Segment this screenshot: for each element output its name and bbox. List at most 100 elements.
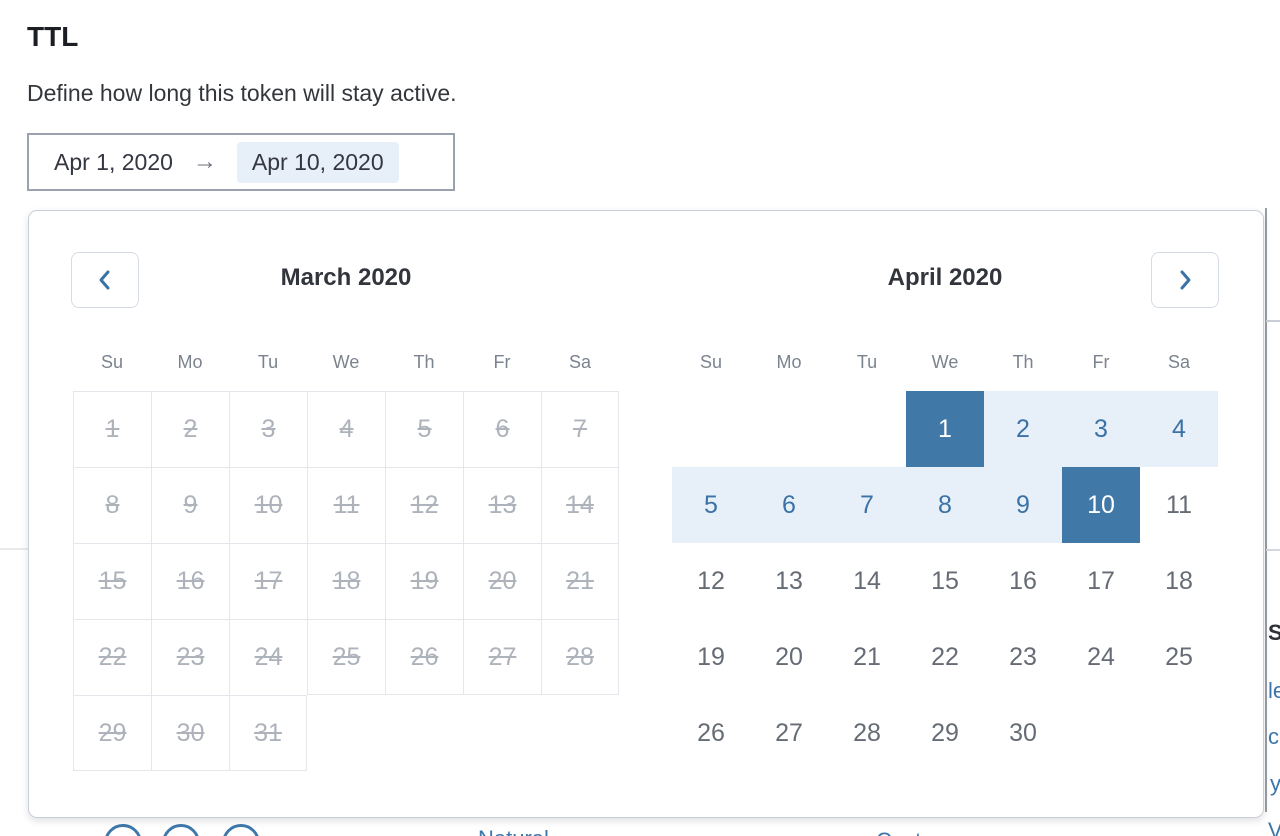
day-cell[interactable]: 12 xyxy=(697,566,725,595)
circle-button[interactable] xyxy=(162,824,200,836)
prev-month-button[interactable] xyxy=(71,252,139,308)
day-cell[interactable]: 3 xyxy=(1062,391,1140,467)
page-title: TTL xyxy=(27,21,79,52)
day-cell: 31 xyxy=(229,695,307,771)
month-title: March 2020 xyxy=(280,264,412,291)
day-cell[interactable]: 29 xyxy=(931,718,959,747)
day-cell: 4 xyxy=(307,391,385,467)
day-cell[interactable]: 19 xyxy=(697,642,725,671)
day-cell: 9 xyxy=(151,467,229,543)
empty-cell xyxy=(828,391,906,467)
weekday-label: Sa xyxy=(1167,352,1191,372)
day-cell: 15 xyxy=(73,543,151,619)
day-cell[interactable]: 7 xyxy=(828,467,906,543)
weekday-label: Tu xyxy=(856,352,878,372)
day-cell[interactable]: 25 xyxy=(1165,642,1193,671)
day-cell[interactable]: 1 xyxy=(906,391,984,467)
background-divider xyxy=(1266,549,1280,551)
weekday-label: We xyxy=(931,352,959,372)
background-divider xyxy=(0,548,28,550)
day-cell[interactable]: 6 xyxy=(750,467,828,543)
day-grid: 1 2 3 4 5 6 7 8 9 10 11 12 13 14 15 16 17 18 19 20 21 22 23 24 2… xyxy=(73,391,619,771)
day-cell: 27 xyxy=(463,619,541,695)
day-cell: 3 xyxy=(229,391,307,467)
day-cell: 16 xyxy=(151,543,229,619)
day-cell[interactable]: 27 xyxy=(775,718,803,747)
arrow-right-icon: → xyxy=(192,148,217,175)
day-cell[interactable]: 10 xyxy=(1062,467,1140,543)
weekday-label: Tu xyxy=(257,352,279,372)
day-cell: 29 xyxy=(73,695,151,771)
day-grid: 1 2 3 4 5 6 7 8 9 10 11 12 13 14 15 16 17 18 19 20 21 22 23 24 2… xyxy=(672,391,1218,771)
day-cell: 25 xyxy=(307,619,385,695)
day-cell[interactable]: 21 xyxy=(853,642,881,671)
background-link-fragment[interactable]: y xyxy=(1270,771,1280,796)
day-cell[interactable]: 22 xyxy=(931,642,959,671)
background-panel-border xyxy=(1265,208,1267,812)
weekday-label: Th xyxy=(1012,352,1034,372)
empty-cell xyxy=(672,391,750,467)
start-date-value[interactable]: Apr 1, 2020 xyxy=(54,148,173,175)
day-cell[interactable]: 17 xyxy=(1087,566,1115,595)
day-cell[interactable]: 26 xyxy=(697,718,725,747)
day-cell[interactable]: 9 xyxy=(984,467,1062,543)
day-cell: 30 xyxy=(151,695,229,771)
day-cell: 26 xyxy=(385,619,463,695)
day-cell: 17 xyxy=(229,543,307,619)
background-divider xyxy=(1266,320,1280,322)
background-link-fragment[interactable]: co xyxy=(1268,724,1280,749)
day-cell[interactable]: 24 xyxy=(1087,642,1115,671)
day-cell[interactable]: 15 xyxy=(931,566,959,595)
weekday-label: Fr xyxy=(493,352,511,372)
day-cell: 14 xyxy=(541,467,619,543)
day-cell: 1 xyxy=(73,391,151,467)
date-picker-popup: March 2020 Su Mo Tu We Th Fr Sa 1 2 3 4 5 6 7 8 9 10 11 1… xyxy=(28,210,1264,818)
day-cell[interactable]: 20 xyxy=(775,642,803,671)
weekday-header-row: Su Mo Tu We Th Fr Sa xyxy=(672,352,1218,373)
day-cell[interactable]: 16 xyxy=(1009,566,1037,595)
day-cell[interactable]: 11 xyxy=(1166,490,1192,519)
day-cell[interactable]: 4 xyxy=(1140,391,1218,467)
date-range-input[interactable]: Apr 1, 2020 → Apr 10, 2020 xyxy=(27,133,455,191)
day-cell: 7 xyxy=(541,391,619,467)
day-cell[interactable]: 2 xyxy=(984,391,1062,467)
weekday-header-row: Su Mo Tu We Th Fr Sa xyxy=(73,352,619,373)
day-cell[interactable]: 13 xyxy=(775,566,803,595)
background-heading-fragment: Su xyxy=(1268,620,1280,645)
page-description: Define how long this token will stay act… xyxy=(27,80,457,106)
weekday-label: We xyxy=(332,352,360,372)
day-cell: 18 xyxy=(307,543,385,619)
weekday-label: Su xyxy=(100,352,124,372)
background-link-fragment[interactable]: Custom xyxy=(876,828,952,836)
background-link-fragment[interactable]: Vi xyxy=(1268,818,1280,836)
day-cell[interactable]: 23 xyxy=(1009,642,1037,671)
next-month-button[interactable] xyxy=(1151,252,1219,308)
day-cell: 2 xyxy=(151,391,229,467)
day-cell: 28 xyxy=(541,619,619,695)
weekday-label: Sa xyxy=(568,352,592,372)
month-panel-april: April 2020 Su Mo Tu We Th Fr Sa 1 2 3 4 5 6 7 8 9 10 11 1… xyxy=(672,211,1218,771)
day-cell[interactable]: 14 xyxy=(853,566,881,595)
weekday-label: Mo xyxy=(177,352,203,372)
weekday-label: Fr xyxy=(1092,352,1110,372)
circle-button[interactable] xyxy=(222,824,260,836)
day-cell[interactable]: 5 xyxy=(672,467,750,543)
background-link-fragment[interactable]: Natural xyxy=(478,826,549,836)
day-cell: 19 xyxy=(385,543,463,619)
day-cell[interactable]: 8 xyxy=(906,467,984,543)
weekday-label: Su xyxy=(699,352,723,372)
day-cell[interactable]: 18 xyxy=(1165,566,1193,595)
day-cell: 11 xyxy=(307,467,385,543)
day-cell: 23 xyxy=(151,619,229,695)
day-cell[interactable]: 30 xyxy=(1009,718,1037,747)
day-cell[interactable]: 28 xyxy=(853,718,881,747)
weekday-label: Mo xyxy=(776,352,802,372)
circle-button[interactable] xyxy=(104,824,142,836)
day-cell: 5 xyxy=(385,391,463,467)
end-date-value[interactable]: Apr 10, 2020 xyxy=(236,141,399,183)
background-link-fragment[interactable]: le xyxy=(1268,678,1280,703)
day-cell: 21 xyxy=(541,543,619,619)
day-cell: 24 xyxy=(229,619,307,695)
weekday-label: Th xyxy=(413,352,435,372)
chevron-left-icon xyxy=(95,269,115,291)
